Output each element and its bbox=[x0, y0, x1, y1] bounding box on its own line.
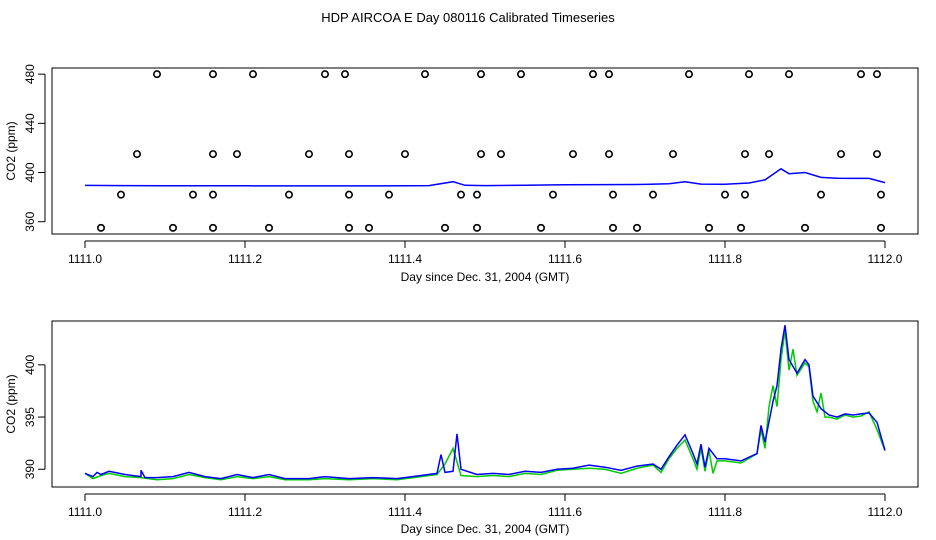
flag-point bbox=[400, 150, 409, 159]
flag-point bbox=[264, 223, 273, 232]
bottom-x-tick-label: 1111.0 bbox=[68, 505, 102, 519]
flag-point bbox=[876, 190, 885, 199]
flag-point bbox=[536, 223, 545, 232]
top-x-tick-label: 1111.0 bbox=[68, 252, 102, 266]
flag-point bbox=[740, 190, 749, 199]
bottom-plot-frame bbox=[51, 320, 919, 488]
flag-point bbox=[456, 190, 465, 199]
bottom-x-tick-label: 1111.6 bbox=[548, 505, 582, 519]
top-plot-frame bbox=[51, 67, 919, 235]
flag-point bbox=[472, 190, 481, 199]
top-x-axis-label: Day since Dec. 31, 2004 (GMT) bbox=[401, 270, 570, 284]
flag-point bbox=[209, 70, 218, 79]
flag-point bbox=[604, 70, 613, 79]
flag-point bbox=[872, 70, 881, 79]
bottom-x-tick-label: 1112.0 bbox=[868, 505, 903, 519]
flag-point bbox=[740, 150, 749, 159]
bottom-x-axis-label: Day since Dec. 31, 2004 (GMT) bbox=[401, 522, 570, 536]
flag-point bbox=[856, 70, 865, 79]
flag-point bbox=[189, 190, 198, 199]
flag-point bbox=[344, 223, 353, 232]
flag-point bbox=[420, 70, 429, 79]
top-panel: 1111.0 1111.2 1111.4 1111.6 1111.8 1112.0 360… bbox=[4, 64, 919, 284]
bottom-x-axis: 1111.0 1111.2 1111.4 1111.6 1111.8 1112.0 bbox=[68, 493, 903, 519]
flag-point bbox=[800, 223, 809, 232]
bottom-y-tick-label: 390 bbox=[23, 459, 37, 479]
top-y-tick-label: 480 bbox=[23, 64, 37, 84]
top-x-tick-label: 1111.8 bbox=[708, 252, 742, 266]
flag-point bbox=[836, 150, 845, 159]
flag-point bbox=[284, 190, 293, 199]
flag-point bbox=[744, 70, 753, 79]
bottom-y-axis: 390 395 400 bbox=[23, 355, 46, 479]
flag-point bbox=[668, 150, 677, 159]
flag-point bbox=[344, 190, 353, 199]
flag-point bbox=[516, 70, 525, 79]
flag-point bbox=[816, 190, 825, 199]
top-y-axis: 360 400 440 480 bbox=[23, 64, 46, 232]
flag-point bbox=[876, 223, 885, 232]
flag-point bbox=[496, 150, 505, 159]
flag-point bbox=[153, 70, 162, 79]
flag-point bbox=[209, 150, 218, 159]
flag-point bbox=[568, 150, 577, 159]
flag-point bbox=[588, 70, 597, 79]
flag-point bbox=[304, 150, 313, 159]
flag-point bbox=[872, 150, 881, 159]
flag-point bbox=[169, 223, 178, 232]
figure-title: HDP AIRCOA E Day 080116 Calibrated Times… bbox=[321, 10, 615, 25]
flag-point bbox=[784, 70, 793, 79]
flag-point bbox=[209, 190, 218, 199]
top-scatter-series bbox=[97, 70, 885, 232]
top-x-tick-label: 1111.4 bbox=[388, 252, 422, 266]
flag-point bbox=[440, 223, 449, 232]
top-x-axis: 1111.0 1111.2 1111.4 1111.6 1111.8 1112.0 bbox=[68, 240, 903, 266]
flag-point bbox=[320, 70, 329, 79]
flag-point bbox=[608, 190, 617, 199]
flag-point bbox=[133, 150, 142, 159]
bottom-x-tick-label: 1111.4 bbox=[388, 505, 422, 519]
top-y-axis-label: CO2 (ppm) bbox=[4, 121, 18, 180]
flag-point bbox=[704, 223, 713, 232]
flag-point bbox=[233, 150, 242, 159]
flag-point bbox=[344, 150, 353, 159]
bottom-co2-blue-line bbox=[84, 325, 886, 480]
flag-point bbox=[340, 70, 349, 79]
top-x-tick-label: 1112.0 bbox=[868, 252, 903, 266]
flag-point bbox=[736, 223, 745, 232]
flag-point bbox=[720, 190, 729, 199]
bottom-panel: 1111.0 1111.2 1111.4 1111.6 1111.8 1112.0 390… bbox=[4, 320, 919, 536]
flag-point bbox=[764, 150, 773, 159]
top-y-tick-label: 440 bbox=[23, 113, 37, 133]
flag-point bbox=[209, 223, 218, 232]
flag-point bbox=[476, 70, 485, 79]
flag-point bbox=[117, 190, 126, 199]
flag-point bbox=[648, 190, 657, 199]
bottom-y-tick-label: 400 bbox=[23, 355, 37, 375]
flag-point bbox=[249, 70, 258, 79]
bottom-x-tick-label: 1111.8 bbox=[708, 505, 742, 519]
top-co2-line bbox=[84, 167, 886, 187]
flag-point bbox=[604, 150, 613, 159]
bottom-co2-green-line bbox=[84, 330, 886, 481]
bottom-y-tick-label: 395 bbox=[23, 407, 37, 427]
bottom-y-axis-label: CO2 (ppm) bbox=[4, 374, 18, 433]
top-y-tick-label: 400 bbox=[23, 162, 37, 182]
flag-point bbox=[548, 190, 557, 199]
flag-point bbox=[472, 223, 481, 232]
top-y-tick-label: 360 bbox=[23, 211, 37, 231]
flag-point bbox=[608, 223, 617, 232]
flag-point bbox=[384, 190, 393, 199]
flag-point bbox=[476, 150, 485, 159]
bottom-x-tick-label: 1111.2 bbox=[228, 505, 262, 519]
top-x-tick-label: 1111.6 bbox=[548, 252, 582, 266]
top-x-tick-label: 1111.2 bbox=[228, 252, 262, 266]
flag-point bbox=[632, 223, 641, 232]
flag-point bbox=[364, 223, 373, 232]
flag-point bbox=[684, 70, 693, 79]
flag-point bbox=[97, 223, 106, 232]
